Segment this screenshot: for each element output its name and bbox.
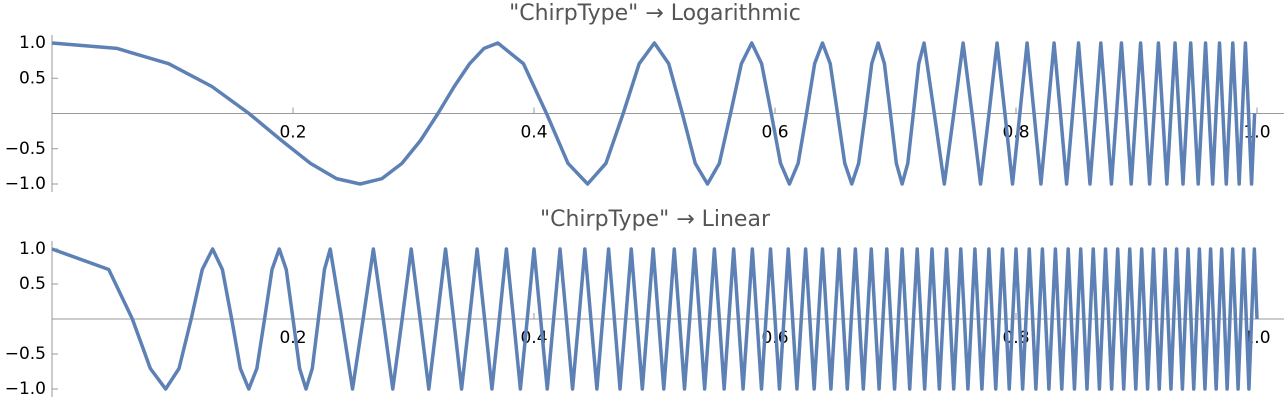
- y-tick-label: −1.0: [5, 379, 46, 399]
- y-tick-label: 1.0: [19, 239, 46, 259]
- y-tick-label: 1.0: [19, 33, 46, 53]
- signal-line: [51, 41, 1257, 186]
- y-tick-label: 0.5: [19, 68, 46, 88]
- y-tick-label: −1.0: [5, 174, 46, 194]
- signal-line: [51, 247, 1259, 391]
- x-tick-label: 0.8: [1002, 328, 1029, 348]
- chart-title: "ChirpType" → Linear: [540, 207, 771, 232]
- y-tick-label: −0.5: [5, 139, 46, 159]
- chart-title: "ChirpType" → Logarithmic: [509, 1, 801, 26]
- x-tick-label: 0.2: [279, 328, 306, 348]
- x-tick-label: 0.4: [520, 123, 547, 143]
- y-tick-label: −0.5: [5, 344, 46, 364]
- y-tick-label: 0.5: [19, 274, 46, 294]
- x-tick-label: 0.2: [279, 123, 306, 143]
